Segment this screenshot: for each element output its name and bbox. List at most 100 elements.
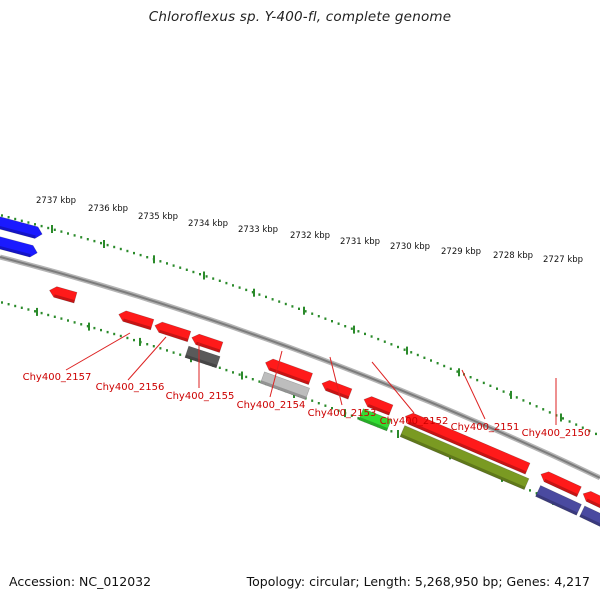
kbp-tick-label: 2733 kbp: [238, 225, 278, 235]
major-tick: [139, 337, 141, 346]
major-tick: [203, 271, 205, 280]
minor-tick: [542, 408, 545, 411]
gene-feature: [0, 235, 38, 258]
gene-feature: [118, 310, 155, 331]
gene-label: Chy400_2157: [23, 372, 92, 383]
minor-tick: [344, 325, 347, 328]
genome-backbone: [0, 254, 600, 481]
minor-tick: [324, 404, 327, 407]
minor-tick: [317, 402, 320, 405]
minor-tick: [67, 319, 69, 322]
kbp-tick-label: 2728 kbp: [493, 251, 533, 261]
minor-tick: [93, 326, 96, 330]
minor-tick: [139, 253, 142, 257]
gene-feature-shade: [53, 294, 75, 303]
inner-tick-row: [1, 301, 597, 523]
minor-tick: [179, 266, 182, 269]
gene-feature-arrow: [540, 471, 582, 498]
minor-tick: [27, 308, 30, 311]
minor-tick: [337, 409, 340, 412]
major-tick: [406, 346, 408, 355]
minor-tick: [166, 349, 168, 352]
gene-feature-shade: [158, 329, 189, 342]
minor-tick: [469, 376, 472, 379]
minor-tick: [436, 362, 439, 365]
gene-feature: [0, 215, 43, 239]
gene-feature-shade: [184, 354, 218, 368]
minor-tick: [100, 241, 102, 245]
minor-tick: [238, 373, 241, 376]
minor-tick: [106, 330, 109, 334]
gene-feature: [49, 286, 78, 304]
gene-feature-shade: [0, 224, 36, 239]
gene-feature-shade: [269, 367, 310, 385]
major-tick: [36, 307, 38, 316]
minor-tick: [350, 414, 353, 417]
minor-tick: [529, 402, 531, 405]
minor-tick: [522, 399, 525, 402]
major-tick: [103, 240, 105, 248]
minor-tick: [80, 323, 83, 326]
minor-tick: [284, 302, 287, 306]
kbp-tick-label: 2730 kbp: [390, 242, 430, 252]
gene-feature: [579, 505, 600, 528]
minor-tick: [423, 356, 426, 359]
gene-label-connector: [65, 332, 131, 371]
minor-tick: [331, 320, 333, 323]
major-tick: [510, 390, 512, 399]
minor-tick: [535, 492, 538, 495]
minor-tick: [192, 270, 195, 274]
major-tick: [344, 409, 346, 418]
kbp-tick-label: 2732 kbp: [290, 231, 330, 241]
kbp-tick-label: 2731 kbp: [340, 237, 380, 247]
gene-feature-shade: [122, 318, 152, 330]
kbp-tick-label: 2737 kbp: [36, 196, 76, 206]
outer-tick-row: [1, 214, 597, 436]
major-tick: [560, 413, 562, 422]
major-tick: [303, 306, 305, 315]
gene-feature: [184, 345, 221, 369]
major-tick: [241, 371, 243, 380]
gene-feature-arrow: [321, 380, 353, 400]
minor-tick: [258, 380, 261, 383]
minor-tick: [548, 411, 551, 414]
minor-tick: [298, 307, 300, 310]
minor-tick: [133, 251, 135, 255]
gene-feature-arrow: [265, 358, 313, 386]
minor-tick: [146, 256, 149, 259]
accession-text: Accession: NC_012032: [9, 574, 152, 589]
minor-tick: [166, 262, 168, 265]
minor-tick: [337, 322, 340, 325]
gene-label: Chy400_2154: [237, 400, 306, 411]
minor-tick: [172, 351, 175, 354]
minor-tick: [53, 315, 56, 318]
gene-label-connector: [269, 350, 283, 398]
gene-label: Chy400_2156: [96, 382, 165, 393]
genome-summary: Topology: circular; Length: 5,268,950 bp…: [246, 574, 590, 589]
minor-tick: [113, 332, 116, 336]
gene-feature-shade: [400, 433, 526, 490]
gene-feature: [404, 412, 531, 475]
minor-tick: [40, 224, 43, 228]
gene-feature: [191, 333, 224, 353]
minor-tick: [311, 312, 314, 315]
minor-tick: [449, 367, 452, 370]
gene-label: Chy400_2150: [522, 428, 591, 439]
minor-tick: [357, 330, 360, 333]
map-title: Chloroflexus sp. Y-400-fl, complete geno…: [148, 9, 452, 25]
minor-tick: [265, 295, 267, 299]
minor-tick: [185, 268, 188, 271]
minor-tick: [443, 364, 446, 368]
minor-tick: [430, 359, 432, 362]
minor-tick: [7, 303, 10, 306]
gene-feature-arrow: [260, 371, 310, 400]
kbp-tick-label: 2727 kbp: [543, 255, 583, 265]
minor-tick: [291, 305, 294, 308]
minor-tick: [390, 430, 393, 433]
minor-tick: [595, 432, 597, 436]
genome-backbone-core: [0, 256, 600, 479]
minor-tick: [146, 343, 149, 346]
minor-tick: [370, 335, 373, 338]
minor-tick: [152, 345, 155, 348]
